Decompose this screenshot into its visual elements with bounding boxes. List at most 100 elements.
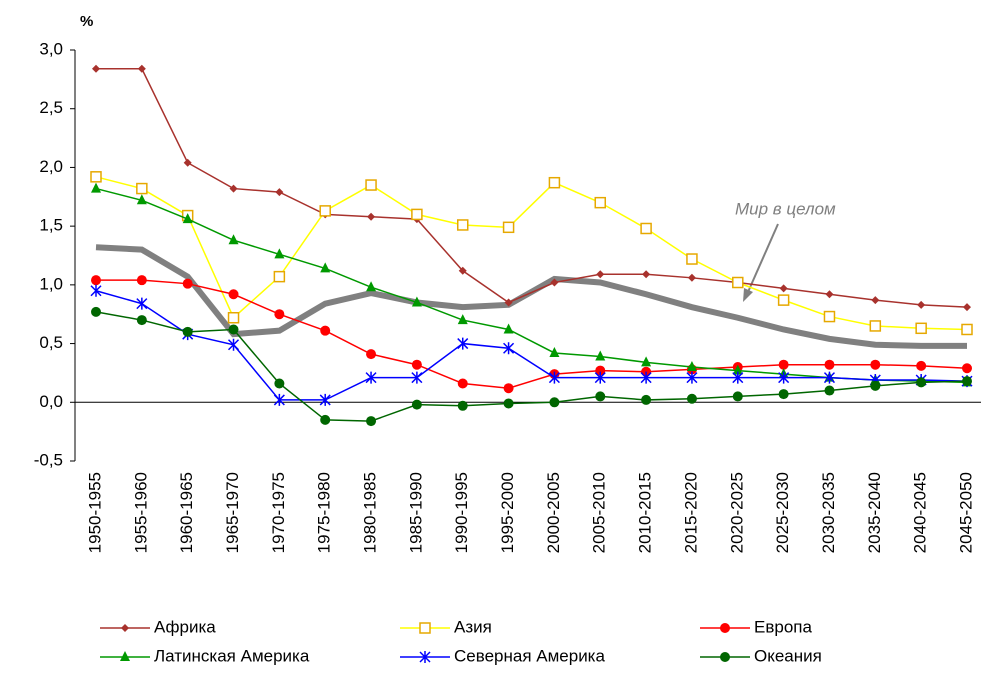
marker [457,337,469,350]
marker [227,311,240,324]
marker [549,346,560,357]
marker [915,322,927,335]
marker [641,394,652,405]
marker [457,400,468,411]
marker [227,338,240,351]
marker [641,356,652,367]
marker [91,306,101,317]
marker [824,359,835,370]
marker [137,64,146,73]
marker [871,296,880,305]
marker [640,371,652,384]
marker [686,253,698,265]
world-annotation: Мир в целом [735,199,836,218]
marker [732,371,744,384]
y-tick-label: 1,5 [39,216,63,235]
marker [779,284,788,293]
marker [320,262,331,273]
marker [720,652,730,662]
marker [411,371,423,384]
marker [457,378,468,389]
legend-label: Океания [754,646,822,665]
marker [870,380,881,391]
x-tick-label: 1975-1980 [315,472,334,553]
marker [136,182,148,195]
x-tick-label: 1955-1960 [131,472,150,553]
marker [595,365,606,376]
marker [503,383,514,394]
legend-label: Европа [754,617,812,636]
marker [136,315,147,326]
marker [503,398,514,409]
x-tick-label: 2020-2025 [727,472,746,553]
marker [504,298,513,307]
marker [503,342,515,355]
marker [136,275,147,286]
series-line [95,176,968,331]
x-tick-label: 2000-2005 [544,472,563,553]
x-tick-label: 1950-1955 [85,472,104,553]
marker [367,212,376,221]
marker [917,300,926,309]
x-tick-label: 1970-1975 [269,472,288,553]
marker [456,219,469,231]
x-tick-label: 2040-2045 [911,472,930,553]
series-line [96,68,968,308]
y-axis-label: % [80,13,93,30]
x-tick-label: 1960-1965 [177,472,196,553]
marker [596,270,605,279]
marker [91,275,101,286]
marker [778,371,790,384]
y-tick-label: 0,5 [39,333,63,352]
marker [419,622,431,634]
marker [916,360,927,371]
marker [823,310,836,323]
marker [274,248,285,259]
x-tick-label: 1990-1995 [452,472,471,553]
marker [228,289,239,300]
marker [228,234,239,245]
marker [869,320,882,332]
x-tick-label: 1995-2000 [498,472,517,553]
legend-label: Латинская Америка [154,646,310,665]
marker [778,359,789,370]
series-line [96,279,968,389]
marker [365,179,377,191]
marker [320,325,331,336]
marker [458,266,467,275]
marker [411,208,423,221]
marker [778,389,789,400]
marker [550,278,559,287]
y-tick-label: -0,5 [34,450,63,469]
legend-label: Африка [154,617,216,636]
marker [962,376,972,387]
marker [182,278,193,289]
marker [640,222,652,235]
marker [732,276,744,289]
x-tick-label: 2025-2030 [773,472,792,553]
marker [732,391,743,402]
marker [549,397,560,408]
marker [594,196,607,209]
marker [916,377,927,388]
marker [136,194,147,205]
marker [411,399,422,410]
marker [319,393,331,406]
marker [366,416,377,427]
marker [502,221,515,234]
marker [366,349,377,360]
marker [182,213,193,224]
marker [686,361,697,372]
marker [121,624,129,632]
marker [273,270,286,283]
annotation-arrowhead [743,288,753,302]
series-line [95,311,968,422]
y-tick-label: 2,5 [39,98,63,117]
marker [136,297,148,310]
marker [411,296,422,307]
marker [275,188,284,197]
marker [183,158,192,167]
x-tick-label: 2045-2050 [956,472,975,553]
marker [411,359,422,370]
x-tick-label: 2010-2015 [636,472,655,553]
